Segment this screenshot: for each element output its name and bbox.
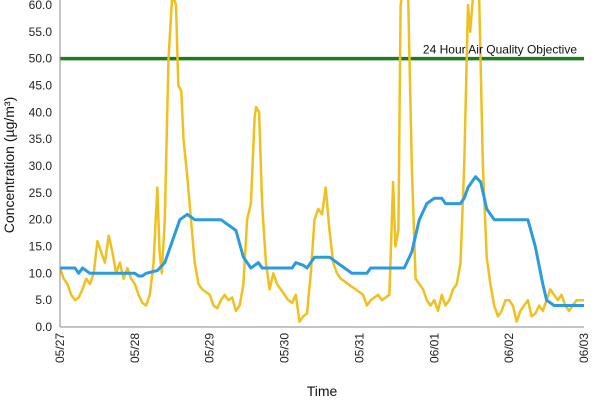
y-tick-label: 20.0 (29, 213, 53, 227)
plot-area (60, 0, 584, 323)
x-tick-label: 06/01 (427, 333, 441, 363)
x-tick-label: 05/28 (128, 333, 142, 363)
y-tick-labels: 0.0 5.0 10.0 15.0 20.0 25.0 30.0 35.0 40.0 45.0 50… (29, 0, 53, 334)
x-tick-label: 06/02 (502, 333, 516, 363)
y-tick-label: 35.0 (29, 132, 53, 146)
x-axis-title: Time (307, 383, 338, 399)
y-tick-label: 5.0 (35, 293, 52, 307)
objective-label: 24 Hour Air Quality Objective (423, 43, 577, 57)
x-tick-label: 06/03 (577, 333, 591, 363)
series-line (60, 175, 584, 307)
x-tick-labels: 05/27 05/28 05/29 05/30 05/31 06/01 06/02 06/03 (53, 333, 591, 363)
y-tick-label: 30.0 (29, 159, 53, 173)
x-tick-label: 05/27 (53, 333, 67, 363)
y-tick-label: 50.0 (29, 52, 53, 66)
y-tick-label: 40.0 (29, 105, 53, 119)
series-line (60, 0, 584, 323)
x-tick-label: 05/30 (278, 333, 292, 363)
y-tick-label: 55.0 (29, 25, 53, 39)
x-tick-label: 05/29 (203, 333, 217, 363)
y-axis-title: Concentration (µg/m³) (1, 97, 17, 233)
y-tick-label: 15.0 (29, 240, 53, 254)
x-tick-label: 05/31 (352, 333, 366, 363)
y-tick-label: 45.0 (29, 79, 53, 93)
y-tick-label: 25.0 (29, 186, 53, 200)
y-tick-label: 10.0 (29, 266, 53, 280)
y-tick-label: 60.0 (29, 0, 53, 12)
y-tick-label: 0.0 (35, 320, 52, 334)
